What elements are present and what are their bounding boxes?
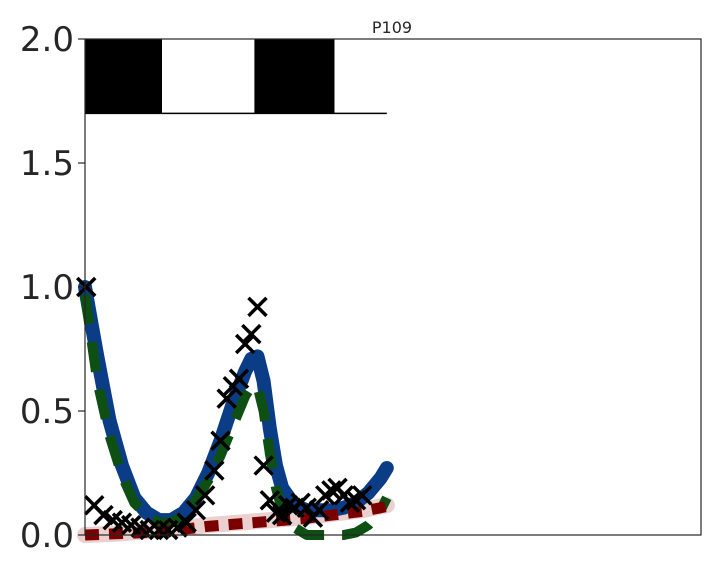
observation-point bbox=[253, 455, 274, 476]
observation-stroke bbox=[253, 455, 274, 476]
observation-point bbox=[259, 490, 281, 511]
observation-stroke bbox=[194, 485, 216, 506]
dark-period-1 bbox=[254, 39, 335, 114]
observation-stroke bbox=[210, 430, 231, 451]
observation-stroke bbox=[148, 519, 170, 541]
observation-point bbox=[308, 499, 330, 521]
dark-period-0 bbox=[85, 39, 162, 114]
observation-stroke bbox=[216, 388, 237, 409]
observation-stroke bbox=[84, 495, 105, 516]
observation-point bbox=[351, 485, 373, 506]
observation-stroke bbox=[321, 480, 342, 501]
observation-stroke bbox=[93, 504, 114, 526]
observation-stroke bbox=[241, 323, 262, 345]
observation-point bbox=[185, 499, 207, 521]
observations-layer bbox=[75, 276, 373, 541]
observation-point bbox=[148, 519, 170, 541]
axes: 0.0 0.5 1.0 1.5 2.0 bbox=[20, 20, 702, 556]
observation-stroke bbox=[75, 276, 97, 298]
observation-point bbox=[339, 492, 361, 513]
observation-point bbox=[265, 502, 287, 523]
observation-stroke bbox=[185, 499, 207, 521]
observation-point bbox=[194, 485, 216, 506]
observation-stroke bbox=[234, 333, 256, 355]
observation-stroke bbox=[120, 514, 142, 536]
observation-stroke bbox=[139, 519, 160, 541]
y-tick-label: 2.0 bbox=[20, 20, 74, 60]
observation-point bbox=[247, 296, 268, 318]
observation-stroke bbox=[271, 504, 293, 526]
observation-point bbox=[234, 333, 256, 355]
light-schedule bbox=[85, 39, 387, 115]
observation-point bbox=[204, 460, 225, 481]
observation-stroke bbox=[247, 296, 268, 318]
observation-stroke bbox=[228, 368, 250, 389]
observation-point bbox=[210, 430, 231, 451]
observation-stroke bbox=[351, 485, 373, 506]
observation-point bbox=[75, 276, 97, 298]
observation-stroke bbox=[111, 512, 133, 533]
y-tick-label: 1.5 bbox=[20, 144, 74, 184]
observation-stroke bbox=[308, 499, 330, 521]
observation-point bbox=[139, 519, 160, 541]
y-tick-label: 0.5 bbox=[20, 392, 74, 432]
observation-point bbox=[176, 512, 197, 533]
observation-stroke bbox=[339, 492, 361, 513]
observation-point bbox=[241, 323, 262, 345]
y-tick-label: 1.0 bbox=[20, 268, 74, 308]
plot-area bbox=[85, 39, 701, 535]
observation-point bbox=[271, 504, 293, 526]
observation-stroke bbox=[265, 502, 287, 523]
observation-stroke bbox=[278, 495, 299, 516]
chart-title: P109 bbox=[372, 18, 412, 37]
observation-point bbox=[321, 480, 342, 501]
observation-point bbox=[216, 388, 237, 409]
observation-stroke bbox=[130, 517, 151, 538]
y-tick-label: 0.0 bbox=[20, 516, 74, 556]
observation-stroke bbox=[204, 460, 225, 481]
observation-stroke bbox=[176, 512, 197, 533]
plot-background bbox=[85, 39, 701, 535]
observation-point bbox=[228, 368, 250, 389]
observation-stroke bbox=[259, 490, 281, 511]
observation-stroke bbox=[102, 509, 123, 531]
